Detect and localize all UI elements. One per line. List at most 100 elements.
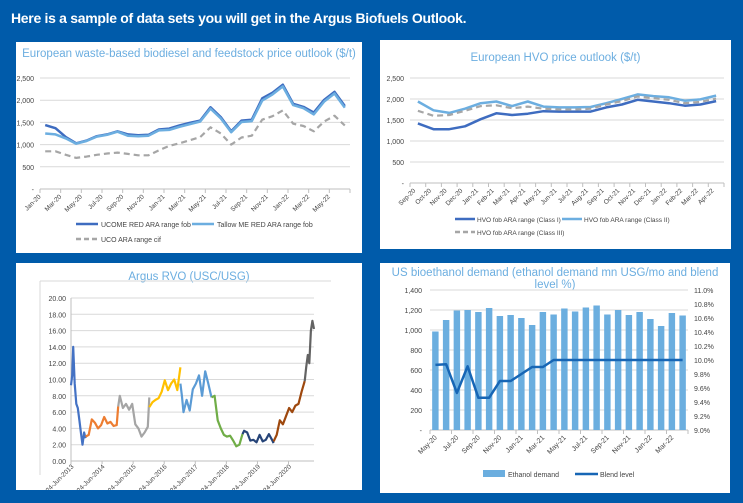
x-tick-label: Nov-21 bbox=[250, 193, 270, 213]
ethanol-chart: - 200 400 600 800 1,000 1,200 1,400 9.0% 9.2% 9.4%… bbox=[404, 288, 714, 479]
x-tick-label: May-22 bbox=[312, 193, 333, 214]
bar bbox=[453, 310, 461, 430]
x-tick-label: 24-Jun-2014 bbox=[76, 463, 107, 490]
series-line-2013 bbox=[69, 345, 87, 446]
x-tick-label: Jan-21 bbox=[505, 434, 525, 454]
series-line-2017 bbox=[179, 370, 213, 414]
y-tick-label: 4.00 bbox=[52, 426, 66, 433]
series-line-2019 bbox=[241, 429, 275, 444]
x-tick-label: Mar-21 bbox=[492, 187, 512, 207]
y2-tick-label: 10.0% bbox=[694, 358, 714, 365]
x-tick-label: Jan-22 bbox=[272, 193, 291, 212]
bar bbox=[485, 308, 493, 430]
y2-tick-label: 10.4% bbox=[694, 330, 714, 337]
y-tick-label: 600 bbox=[410, 368, 422, 375]
x-tick-label: Jan-22 bbox=[634, 434, 654, 454]
series-line-blend-level bbox=[435, 358, 683, 400]
x-tick-label: Jul-20 bbox=[87, 193, 105, 211]
y-tick-label: 16.00 bbox=[48, 329, 66, 336]
x-tick-label: 24-Jun-2019 bbox=[231, 463, 262, 490]
page-header: Here is a sample of data sets you will g… bbox=[11, 10, 467, 26]
y2-tick-label: 9.8% bbox=[694, 372, 710, 379]
y-tick-label: 800 bbox=[410, 348, 422, 355]
legend-label: Blend level bbox=[600, 472, 635, 479]
y-tick-label: 500 bbox=[392, 160, 404, 167]
chart-title: US bioethanol demand (ethanol demand mn … bbox=[391, 267, 719, 291]
x-tick-label: May-21 bbox=[523, 187, 544, 208]
chart-title: European waste-based biodiesel and feeds… bbox=[22, 48, 356, 60]
legend-swatch bbox=[483, 470, 505, 477]
y-tick-label: 2,000 bbox=[16, 98, 34, 105]
x-tick-label: Mar-22 bbox=[655, 434, 676, 455]
bar bbox=[507, 315, 514, 430]
x-tick-label: 24-Jun-2013 bbox=[45, 463, 76, 490]
legend-label: HVO fob ARA range (Class III) bbox=[477, 230, 564, 237]
bar bbox=[528, 325, 536, 430]
x-tick-label: Sep-21 bbox=[229, 193, 249, 213]
x-tick-label: Jul-21 bbox=[211, 193, 229, 211]
legend-label: UCOME RED ARA range fob bbox=[101, 222, 191, 229]
x-tick-label: Jul-21 bbox=[571, 434, 590, 453]
y-tick-label: 20.00 bbox=[48, 296, 66, 303]
legend-label: Tallow ME RED ARA range fob bbox=[217, 222, 313, 229]
x-tick-label: May-20 bbox=[64, 193, 85, 214]
y-tick-label: 200 bbox=[410, 408, 422, 415]
x-tick-label: Jul-20 bbox=[442, 434, 461, 453]
y2-tick-label: 9.6% bbox=[694, 386, 710, 393]
x-tick-label: May-21 bbox=[188, 193, 209, 214]
y2-tick-label: 9.0% bbox=[694, 428, 710, 435]
x-tick-label: Sep-20 bbox=[397, 187, 417, 207]
bar bbox=[593, 305, 600, 430]
bar bbox=[679, 315, 686, 430]
bar bbox=[636, 312, 643, 430]
bar bbox=[657, 326, 665, 430]
x-tick-label: Dec-20 bbox=[445, 187, 465, 207]
y-tick-label: - bbox=[420, 428, 423, 435]
x-tick-label: Jan-21 bbox=[148, 193, 167, 212]
x-tick-label: May-21 bbox=[546, 434, 568, 456]
series-line-1 bbox=[44, 83, 346, 145]
y-tick-label: 1,000 bbox=[386, 139, 404, 146]
y2-tick-label: 10.2% bbox=[694, 344, 714, 351]
x-tick-label: Mar-22 bbox=[680, 187, 700, 207]
x-tick-label: 24-Jun-2018 bbox=[200, 463, 231, 490]
hvo-chart: -5001,0001,5002,0002,500Sep-20Oct-20Nov-… bbox=[386, 76, 725, 237]
y-tick-label: 1,500 bbox=[386, 118, 404, 125]
y-tick-label: - bbox=[32, 187, 35, 194]
y-tick-label: 12.00 bbox=[48, 361, 66, 368]
x-tick-label: Mar-21 bbox=[526, 434, 547, 455]
x-tick-label: Jan-20 bbox=[24, 193, 43, 212]
y-tick-label: 8.00 bbox=[52, 394, 66, 401]
y-tick-label: 1,000 bbox=[16, 143, 34, 150]
y-tick-label: 2,500 bbox=[386, 76, 404, 83]
y-tick-label: 1,000 bbox=[404, 328, 422, 335]
y-tick-label: 18.00 bbox=[48, 312, 66, 319]
bar bbox=[604, 314, 611, 430]
bar bbox=[582, 307, 590, 430]
x-tick-label: Sep-21 bbox=[586, 187, 606, 207]
legend-label: UCO ARA range cif bbox=[101, 237, 161, 244]
x-tick-label: Mar-22 bbox=[292, 193, 312, 213]
series-line-2 bbox=[45, 85, 346, 145]
y2-tick-label: 10.8% bbox=[694, 302, 714, 309]
y-tick-label: 1,500 bbox=[16, 120, 34, 127]
chart-title: European HVO price outlook ($/t) bbox=[470, 52, 641, 64]
x-tick-label: Dec-21 bbox=[633, 187, 653, 207]
x-tick-label: Mar-21 bbox=[168, 193, 188, 213]
legend-label: Ethanol demand bbox=[508, 472, 559, 479]
bar bbox=[539, 312, 547, 430]
y2-tick-label: 9.4% bbox=[694, 400, 710, 407]
bar bbox=[561, 308, 568, 430]
series-line-2018 bbox=[210, 394, 244, 448]
y-tick-label: 2.00 bbox=[52, 443, 66, 450]
series-line-2020 bbox=[272, 380, 306, 442]
x-tick-label: Sep-20 bbox=[461, 434, 482, 455]
bar bbox=[475, 312, 482, 430]
x-tick-label: 24-Jun-2017 bbox=[169, 463, 200, 490]
bar bbox=[432, 331, 439, 430]
bar bbox=[625, 315, 633, 430]
y-tick-label: 1,200 bbox=[404, 308, 422, 315]
series-line-2016 bbox=[148, 367, 182, 408]
series-line-1 bbox=[417, 98, 717, 131]
